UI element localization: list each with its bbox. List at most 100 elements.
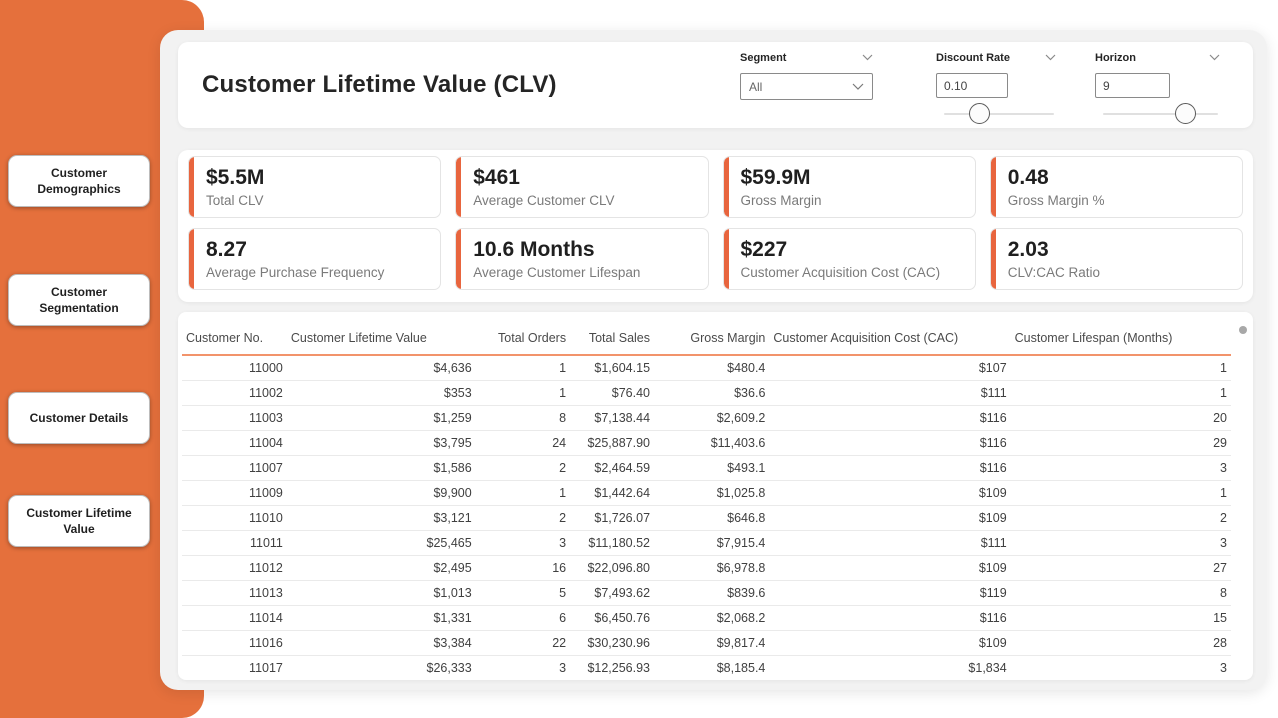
- table-cell: 29: [1010, 430, 1231, 456]
- table-cell: $107: [769, 355, 1011, 381]
- column-header-customer-no[interactable]: Customer No.: [182, 320, 287, 356]
- discount-rate-slider[interactable]: [936, 101, 1056, 127]
- table-row[interactable]: 11009 $9,900 1 $1,442.64 $1,025.8 $109 1: [182, 480, 1231, 506]
- sidebar-item-customer-demographics[interactable]: Customer Demographics: [8, 155, 150, 207]
- kpi-value: $59.9M: [740, 166, 811, 190]
- table-row[interactable]: 11004 $3,795 24 $25,887.90 $11,403.6 $116 29: [182, 430, 1231, 456]
- column-header-customer-acquisition-cost-cac[interactable]: Customer Acquisition Cost (CAC): [769, 320, 1011, 356]
- kpi-card-total-clv: $5.5M Total CLV: [188, 156, 442, 218]
- dashboard-panel: Customer Lifetime Value (CLV) Segment Al…: [160, 30, 1267, 690]
- column-header-customer-lifetime-value[interactable]: Customer Lifetime Value: [286, 320, 476, 356]
- table-cell: 8: [475, 405, 571, 431]
- table-cell: 27: [1010, 555, 1231, 581]
- table-cell: $1,726.07: [570, 505, 655, 531]
- column-header-total-sales[interactable]: Total Sales: [570, 320, 655, 356]
- table-row[interactable]: 11010 $3,121 2 $1,726.07 $646.8 $109 2: [182, 505, 1231, 531]
- table-cell: $7,493.62: [570, 580, 655, 606]
- table-cell: 2: [475, 505, 571, 531]
- table-row[interactable]: 11017 $26,333 3 $12,256.93 $8,185.4 $1,834 3: [182, 655, 1231, 680]
- chevron-down-icon[interactable]: [1045, 54, 1056, 61]
- kpi-card-average-customer-clv: $461 Average Customer CLV: [455, 156, 709, 218]
- table-cell: $119: [769, 580, 1011, 606]
- table-cell: $30,230.96: [570, 630, 655, 656]
- segment-dropdown[interactable]: All: [740, 73, 873, 100]
- table-row[interactable]: 11002 $353 1 $76.40 $36.6 $111 1: [182, 380, 1231, 406]
- sidebar-item-customer-details[interactable]: Customer Details: [8, 392, 150, 444]
- table-row[interactable]: 11014 $1,331 6 $6,450.76 $2,068.2 $116 15: [182, 605, 1231, 631]
- kpi-accent-bar: [990, 157, 996, 217]
- kpi-value: $461: [473, 166, 520, 190]
- table-cell: $111: [769, 380, 1011, 406]
- discount-rate-input[interactable]: [936, 73, 1008, 98]
- table-cell: $25,465: [286, 530, 476, 556]
- table-cell: $11,403.6: [654, 430, 770, 456]
- kpi-value: $5.5M: [206, 166, 265, 190]
- table-row[interactable]: 11007 $1,586 2 $2,464.59 $493.1 $116 3: [182, 455, 1231, 481]
- table-cell: $25,887.90: [570, 430, 655, 456]
- table-row[interactable]: 11012 $2,495 16 $22,096.80 $6,978.8 $109 27: [182, 555, 1231, 581]
- discount-rate-slider-handle[interactable]: [969, 103, 990, 124]
- table-row[interactable]: 11003 $1,259 8 $7,138.44 $2,609.2 $116 20: [182, 405, 1231, 431]
- table-cell: $11,180.52: [570, 530, 655, 556]
- table-cell: 11012: [182, 555, 287, 581]
- sidebar-item-label: Customer Demographics: [37, 165, 121, 196]
- horizon-filter: Horizon: [1095, 50, 1220, 127]
- scrollbar-thumb[interactable]: [1239, 326, 1247, 334]
- table-cell: $7,138.44: [570, 405, 655, 431]
- table-cell: 3: [475, 530, 571, 556]
- column-header-customer-lifespan-months[interactable]: Customer Lifespan (Months): [1010, 320, 1231, 356]
- table-cell: $3,384: [286, 630, 476, 656]
- table-cell: $76.40: [570, 380, 655, 406]
- chevron-down-icon[interactable]: [1209, 54, 1220, 61]
- column-header-total-orders[interactable]: Total Orders: [475, 320, 571, 356]
- table-cell: 3: [475, 655, 571, 680]
- kpi-accent-bar: [189, 229, 194, 289]
- horizon-input[interactable]: [1095, 73, 1170, 98]
- chevron-down-icon: [852, 83, 864, 90]
- table-cell: $36.6: [654, 380, 770, 406]
- table-cell: 1: [475, 380, 571, 406]
- table-cell: 11003: [182, 405, 287, 431]
- discount-rate-filter: Discount Rate: [936, 50, 1056, 127]
- sidebar-item-label: Customer Lifetime Value: [26, 505, 132, 536]
- table-cell: $1,259: [286, 405, 476, 431]
- table-row[interactable]: 11016 $3,384 22 $30,230.96 $9,817.4 $109 28: [182, 630, 1231, 656]
- sidebar-item-label: Customer Details: [29, 410, 129, 425]
- table-cell: 5: [475, 580, 571, 606]
- chevron-down-icon[interactable]: [862, 54, 873, 61]
- table-cell: 3: [1010, 455, 1231, 481]
- kpi-grid: $5.5M Total CLV $461 Average Customer CLV $5…: [188, 156, 1243, 290]
- table-cell: $1,025.8: [654, 480, 770, 506]
- kpi-card-gross-margin: 0.48 Gross Margin %: [989, 156, 1243, 218]
- kpi-card-average-purchase-frequency: 8.27 Average Purchase Frequency: [188, 228, 442, 290]
- clv-table-card: Customer No. Customer Lifetime Value Total…: [178, 312, 1253, 680]
- table-cell: $1,442.64: [570, 480, 655, 506]
- table-cell: 6: [475, 605, 571, 631]
- table-cell: $2,464.59: [570, 455, 655, 481]
- horizon-slider[interactable]: [1095, 101, 1220, 127]
- table-cell: 1: [475, 355, 571, 381]
- clv-table: Customer No. Customer Lifetime Value Total…: [182, 320, 1231, 680]
- slider-track: [944, 113, 1054, 115]
- sidebar-item-customer-lifetime-value[interactable]: Customer Lifetime Value: [8, 495, 150, 547]
- table-cell: $493.1: [654, 455, 770, 481]
- table-row[interactable]: 11011 $25,465 3 $11,180.52 $7,915.4 $111 3: [182, 530, 1231, 556]
- kpi-section: $5.5M Total CLV $461 Average Customer CLV $5…: [178, 150, 1253, 302]
- table-cell: $3,795: [286, 430, 476, 456]
- table-cell: $109: [769, 480, 1011, 506]
- table-row[interactable]: 11000 $4,636 1 $1,604.15 $480.4 $107 1: [182, 355, 1231, 381]
- table-cell: $2,495: [286, 555, 476, 581]
- column-header-gross-margin[interactable]: Gross Margin: [654, 320, 770, 356]
- table-cell: 16: [475, 555, 571, 581]
- slider-track: [1103, 113, 1218, 115]
- table-cell: $9,900: [286, 480, 476, 506]
- table-cell: $1,331: [286, 605, 476, 631]
- segment-dropdown-value: All: [749, 79, 763, 94]
- table-header-row: Customer No. Customer Lifetime Value Total…: [182, 320, 1231, 356]
- kpi-label: Customer Acquisition Cost (CAC): [740, 264, 941, 280]
- table-row[interactable]: 11013 $1,013 5 $7,493.62 $839.6 $119 8: [182, 580, 1231, 606]
- horizon-slider-handle[interactable]: [1175, 103, 1196, 124]
- table-cell: 1: [475, 480, 571, 506]
- sidebar-item-customer-segmentation[interactable]: Customer Segmentation: [8, 274, 150, 326]
- table-cell: $116: [769, 405, 1011, 431]
